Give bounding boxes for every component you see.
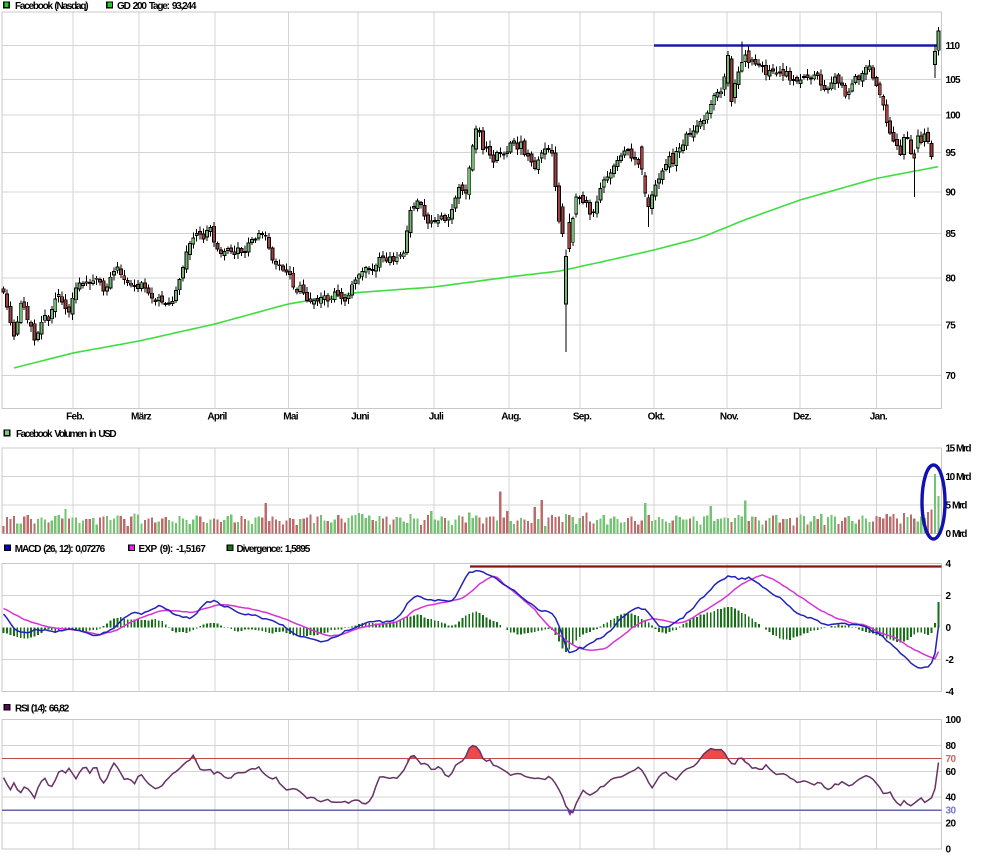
svg-text:-4: -4: [946, 687, 955, 698]
svg-text:Aug.: Aug.: [501, 412, 521, 423]
svg-text:Nov.: Nov.: [720, 412, 739, 423]
svg-text:70: 70: [946, 754, 957, 765]
svg-text:70: 70: [946, 371, 957, 382]
svg-text:100: 100: [946, 111, 962, 122]
svg-text:Facebook Volumen in USD: Facebook Volumen in USD: [16, 429, 116, 440]
svg-text:85: 85: [946, 229, 957, 240]
svg-text:10 Mrd: 10 Mrd: [946, 472, 972, 483]
svg-text:Sep.: Sep.: [573, 412, 592, 423]
svg-text:März: März: [131, 412, 152, 423]
svg-text:60: 60: [946, 767, 957, 778]
svg-text:GD 200 Tage: 93,244: GD 200 Tage: 93,244: [117, 1, 197, 12]
svg-text:105: 105: [946, 75, 962, 86]
svg-text:Mai: Mai: [283, 412, 298, 423]
svg-text:Juni: Juni: [351, 412, 370, 423]
svg-text:110: 110: [946, 41, 961, 52]
svg-text:95: 95: [946, 148, 957, 159]
svg-text:75: 75: [946, 321, 957, 332]
svg-text:Facebook (Nasdaq): Facebook (Nasdaq): [15, 1, 88, 12]
svg-text:0 Mrd: 0 Mrd: [946, 529, 968, 540]
svg-text:Feb.: Feb.: [66, 412, 85, 423]
svg-text:90: 90: [946, 188, 957, 199]
svg-text:30: 30: [946, 806, 957, 817]
svg-text:Jan.: Jan.: [870, 412, 888, 423]
svg-text:100: 100: [946, 715, 962, 726]
svg-text:20: 20: [946, 819, 957, 830]
svg-text:Dez.: Dez.: [793, 412, 812, 423]
svg-text:80: 80: [946, 741, 957, 752]
svg-text:80: 80: [946, 273, 957, 284]
svg-text:MACD (26, 12): 0,07276: MACD (26, 12): 0,07276: [15, 544, 106, 555]
svg-text:RSI (14): 66,82: RSI (14): 66,82: [15, 704, 70, 715]
svg-text:Okt.: Okt.: [648, 412, 666, 423]
svg-text:40: 40: [946, 793, 957, 804]
svg-text:15 Mrd: 15 Mrd: [946, 444, 972, 455]
svg-text:EXP (9): -1,5167: EXP (9): -1,5167: [139, 544, 207, 555]
svg-text:Juli: Juli: [429, 412, 444, 423]
svg-text:5 Mrd: 5 Mrd: [946, 500, 968, 511]
svg-text:April: April: [207, 412, 227, 423]
svg-text:-2: -2: [946, 655, 955, 666]
svg-text:Divergence: 1,5895: Divergence: 1,5895: [237, 544, 311, 555]
